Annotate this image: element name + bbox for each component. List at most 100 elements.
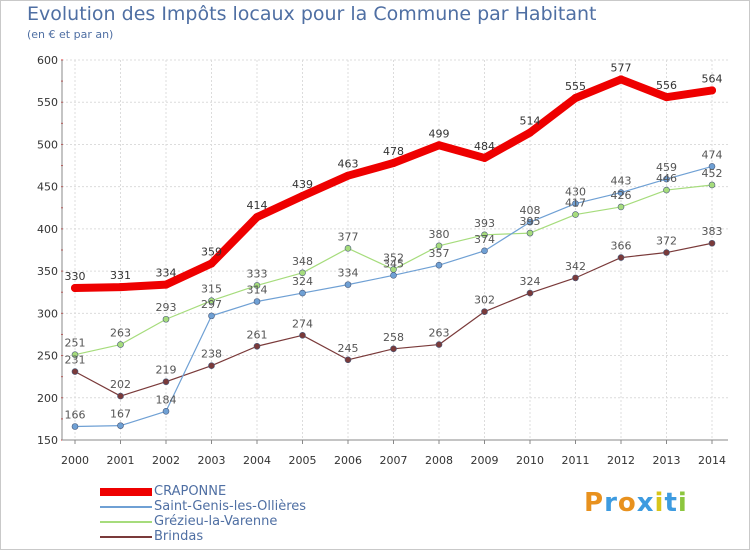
data-point xyxy=(435,242,443,250)
data-point xyxy=(663,186,670,194)
data-label: 443 xyxy=(611,175,632,188)
legend-item: Grézieu-la-Varenne xyxy=(100,514,360,529)
y-tick-label: 200 xyxy=(37,392,58,405)
legend-item: Brindas xyxy=(100,529,360,544)
legend: CRAPONNE Saint-Genis-les-Ollières Grézieu-… xyxy=(100,484,360,544)
data-label: 302 xyxy=(474,294,495,307)
legend-label: Brindas xyxy=(154,529,204,544)
y-tick-label: 550 xyxy=(37,96,58,109)
data-point xyxy=(526,128,534,137)
data-label: 352 xyxy=(383,251,404,264)
x-tick-label: 2001 xyxy=(107,454,135,467)
chart-subtitle: (en € et par an) xyxy=(27,28,114,41)
data-point xyxy=(71,351,79,359)
data-point xyxy=(617,203,625,211)
data-point xyxy=(344,171,352,180)
data-point xyxy=(708,181,716,189)
data-point xyxy=(116,283,125,292)
data-label: 330 xyxy=(65,270,86,283)
data-point xyxy=(253,298,261,305)
data-point xyxy=(708,163,716,170)
data-label: 314 xyxy=(247,284,268,297)
data-point xyxy=(344,245,352,252)
y-tick-label: 400 xyxy=(37,223,58,236)
data-label: 315 xyxy=(201,283,222,296)
data-point xyxy=(435,261,443,269)
data-label: 333 xyxy=(247,267,268,280)
data-label: 261 xyxy=(247,328,268,341)
data-point xyxy=(435,141,443,150)
data-label: 342 xyxy=(565,260,586,273)
data-label: 484 xyxy=(474,140,495,153)
legend-swatch xyxy=(100,521,152,523)
data-label: 374 xyxy=(474,233,495,246)
data-point xyxy=(71,368,79,375)
data-point xyxy=(481,308,488,315)
data-label: 459 xyxy=(656,161,677,174)
data-point xyxy=(526,289,534,297)
legend-label: CRAPONNE xyxy=(154,484,227,499)
data-label: 395 xyxy=(520,215,541,228)
data-label: 577 xyxy=(611,61,632,74)
y-tick-label: 300 xyxy=(37,307,58,320)
data-label: 166 xyxy=(65,408,86,421)
data-point xyxy=(208,297,215,304)
legend-swatch xyxy=(100,488,152,496)
y-tick-label: 600 xyxy=(37,54,58,67)
data-point xyxy=(71,423,79,430)
data-label: 564 xyxy=(702,72,723,85)
legend-label: Saint-Genis-les-Ollières xyxy=(154,499,307,514)
data-label: 231 xyxy=(65,354,86,367)
data-label: 452 xyxy=(702,167,723,180)
data-label: 274 xyxy=(292,317,313,330)
data-point xyxy=(481,231,488,239)
data-point xyxy=(390,272,397,279)
data-label: 499 xyxy=(429,127,450,140)
data-label: 408 xyxy=(520,204,541,217)
y-tick-label: 250 xyxy=(37,350,58,363)
data-label: 184 xyxy=(156,393,177,406)
data-point xyxy=(435,341,443,348)
data-label: 324 xyxy=(292,275,313,288)
data-point xyxy=(480,153,489,162)
data-point xyxy=(663,249,670,256)
data-point xyxy=(572,200,579,207)
x-tick-label: 2013 xyxy=(653,454,681,467)
legend-swatch xyxy=(100,536,152,538)
data-point xyxy=(253,282,261,289)
data-label: 167 xyxy=(110,408,131,421)
x-tick-label: 2002 xyxy=(152,454,180,467)
data-point xyxy=(526,218,534,226)
data-point xyxy=(390,345,397,353)
data-label: 474 xyxy=(702,148,723,161)
data-label: 345 xyxy=(383,257,404,270)
data-label: 245 xyxy=(338,342,359,355)
x-tick-label: 2007 xyxy=(380,454,408,467)
data-label: 331 xyxy=(110,269,131,282)
data-point xyxy=(298,191,307,200)
data-label: 417 xyxy=(565,197,586,210)
data-point xyxy=(162,315,170,323)
data-label: 366 xyxy=(611,240,632,253)
y-tick-label: 450 xyxy=(37,181,58,194)
data-label: 357 xyxy=(429,247,450,260)
x-tick-label: 2012 xyxy=(607,454,635,467)
data-label: 463 xyxy=(338,158,359,171)
data-label: 297 xyxy=(201,298,222,311)
data-point xyxy=(481,247,488,255)
chart-title: Evolution des Impôts locaux pour la Comm… xyxy=(27,3,597,25)
data-label: 334 xyxy=(156,267,177,280)
data-label: 383 xyxy=(702,225,723,238)
x-tick-label: 2009 xyxy=(471,454,499,467)
data-point xyxy=(162,407,170,415)
data-point xyxy=(571,94,580,102)
data-label: 430 xyxy=(565,186,586,199)
data-point xyxy=(617,75,625,84)
data-label: 238 xyxy=(201,348,222,361)
x-tick-label: 2003 xyxy=(198,454,226,467)
data-point xyxy=(572,274,579,282)
x-tick-label: 2006 xyxy=(334,454,362,467)
data-label: 426 xyxy=(611,189,632,202)
x-tick-label: 2010 xyxy=(516,454,544,467)
